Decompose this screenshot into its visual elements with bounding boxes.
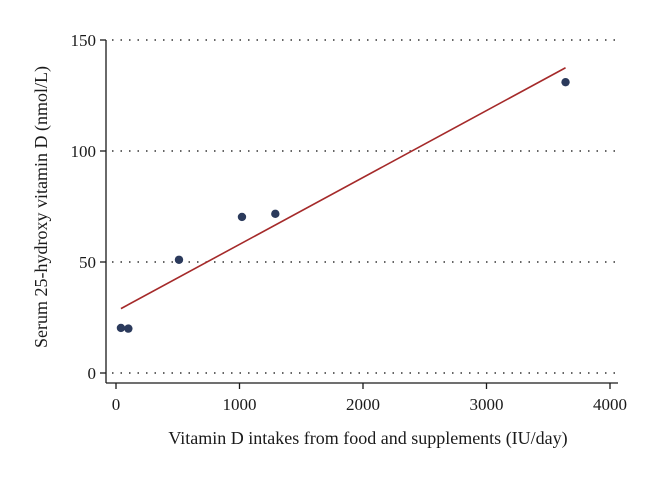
y-ticks: 0 50 100 150 [71, 31, 106, 383]
x-tick-label-4000: 4000 [593, 395, 627, 414]
y-tick-label-150: 150 [71, 31, 97, 50]
y-axis-title: Serum 25-hydroxy vitamin D (nmol/L) [31, 66, 52, 348]
data-point-2 [124, 324, 133, 333]
x-tick-label-3000: 3000 [470, 395, 504, 414]
x-tick-label-1000: 1000 [223, 395, 257, 414]
data-point-6 [561, 77, 570, 87]
x-axis-title: Vitamin D intakes from food and suppleme… [168, 428, 567, 449]
data-point-1 [116, 323, 126, 333]
x-tick-label-0: 0 [112, 395, 121, 414]
regression-line [120, 67, 566, 310]
x-tick-label-2000: 2000 [346, 395, 380, 414]
gridlines [112, 39, 618, 374]
data-point-5 [271, 209, 280, 219]
data-point-4 [237, 212, 247, 222]
x-ticks: 0 1000 2000 3000 4000 [112, 383, 627, 414]
data-points [116, 77, 570, 333]
data-point-3 [174, 255, 184, 264]
axes [105, 40, 618, 384]
y-tick-label-50: 50 [79, 253, 96, 272]
y-tick-label-0: 0 [88, 364, 97, 383]
y-tick-label-100: 100 [71, 142, 97, 161]
